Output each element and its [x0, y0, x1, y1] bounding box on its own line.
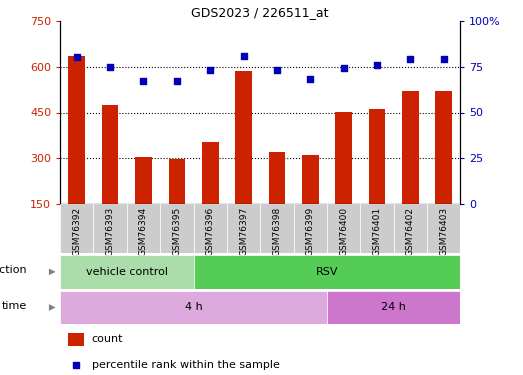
Bar: [227, 204, 260, 253]
Text: 4 h: 4 h: [185, 303, 202, 312]
Point: [206, 67, 214, 73]
Bar: [94, 204, 127, 253]
Point: [139, 78, 147, 84]
Text: time: time: [2, 301, 27, 311]
Bar: [127, 204, 160, 253]
Point: [439, 56, 448, 62]
Bar: [427, 204, 460, 253]
Bar: [68, 333, 84, 346]
Bar: [260, 204, 293, 253]
Bar: [335, 112, 352, 204]
Bar: [135, 157, 152, 204]
Text: GSM76397: GSM76397: [239, 207, 248, 256]
Text: GSM76394: GSM76394: [139, 207, 148, 256]
Bar: [293, 204, 327, 253]
Text: GSM76392: GSM76392: [72, 207, 81, 256]
Text: vehicle control: vehicle control: [86, 267, 168, 277]
Bar: [369, 110, 385, 204]
Bar: [194, 204, 227, 253]
Bar: [394, 204, 427, 253]
Text: GSM76398: GSM76398: [272, 207, 281, 256]
Bar: [60, 204, 94, 253]
Text: count: count: [92, 334, 123, 344]
Text: GSM76395: GSM76395: [173, 207, 181, 256]
Point: [339, 65, 348, 71]
Text: GSM76403: GSM76403: [439, 207, 448, 256]
Text: GSM76399: GSM76399: [306, 207, 315, 256]
Bar: [402, 91, 418, 204]
Text: 24 h: 24 h: [381, 303, 406, 312]
Text: GSM76400: GSM76400: [339, 207, 348, 256]
Bar: [435, 91, 452, 204]
Bar: [268, 152, 285, 204]
Text: GSM76393: GSM76393: [106, 207, 115, 256]
Text: GSM76401: GSM76401: [372, 207, 381, 256]
Bar: [360, 204, 393, 253]
Point: [406, 56, 414, 62]
Point: [306, 76, 314, 82]
Point: [272, 67, 281, 73]
Bar: [194, 255, 460, 289]
Bar: [160, 204, 194, 253]
Bar: [60, 291, 327, 324]
Point: [373, 62, 381, 68]
Point: [106, 63, 115, 70]
Bar: [327, 204, 360, 253]
Text: infection: infection: [0, 265, 27, 275]
Point: [173, 78, 181, 84]
Bar: [102, 105, 119, 204]
Bar: [327, 291, 460, 324]
Point: [240, 53, 248, 58]
Text: GSM76402: GSM76402: [406, 207, 415, 256]
Point: [72, 362, 80, 368]
Point: [73, 54, 81, 60]
Text: RSV: RSV: [315, 267, 338, 277]
Title: GDS2023 / 226511_at: GDS2023 / 226511_at: [191, 6, 329, 20]
Bar: [302, 155, 319, 204]
Bar: [202, 142, 219, 204]
Text: GSM76396: GSM76396: [206, 207, 214, 256]
Bar: [60, 255, 194, 289]
Bar: [235, 71, 252, 204]
Text: percentile rank within the sample: percentile rank within the sample: [92, 360, 279, 370]
Bar: [69, 56, 85, 204]
Bar: [168, 159, 185, 204]
